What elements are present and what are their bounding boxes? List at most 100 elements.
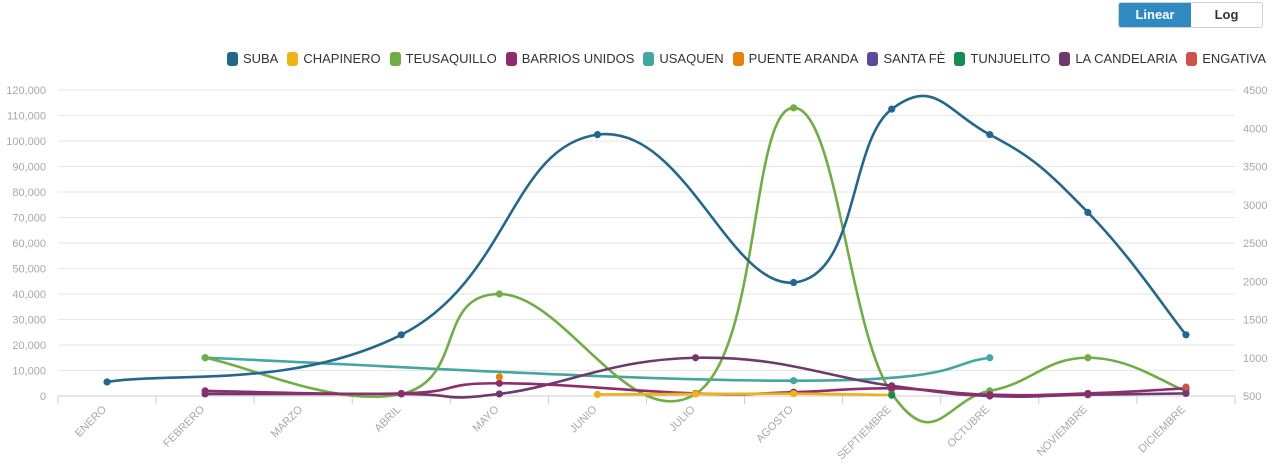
data-point — [1182, 389, 1190, 398]
data-point — [593, 390, 602, 399]
legend-label: TUNJUELITO — [970, 51, 1051, 66]
legend-swatch — [389, 51, 401, 66]
data-point — [1182, 383, 1190, 391]
legend-label: USAQUEN — [659, 51, 724, 66]
data-point — [495, 379, 503, 387]
legend-swatch — [226, 51, 238, 66]
x-tick-label: NOVIEMBRE — [1035, 404, 1090, 459]
data-point — [888, 384, 896, 392]
data-point — [495, 373, 503, 381]
y-right-tick-label: 3500 — [1243, 162, 1267, 174]
x-tick-label: JULIO — [667, 403, 698, 434]
data-point — [1084, 208, 1092, 216]
x-tick-label: FEBRERO — [161, 403, 207, 449]
data-point — [691, 354, 700, 362]
scale-toggle: Linear Log — [1118, 2, 1263, 28]
x-tick-label: MAYO — [471, 403, 502, 434]
y-left-tick-label: 90,000 — [12, 162, 46, 174]
data-point — [397, 389, 405, 398]
data-point — [495, 290, 503, 298]
data-point — [986, 131, 994, 139]
data-point — [1084, 354, 1092, 362]
data-point — [1084, 389, 1092, 398]
y-left-tick-label: 0 — [40, 391, 46, 403]
legend-item[interactable]: TEUSAQUILLO — [389, 51, 497, 66]
legend-item[interactable]: TUNJUELITO — [954, 51, 1050, 66]
legend-item[interactable]: SANTA FÈ — [867, 51, 945, 66]
legend-swatch — [287, 51, 299, 66]
linear-scale-button[interactable]: Linear — [1119, 3, 1191, 27]
legend-swatch — [954, 51, 966, 66]
data-point — [790, 104, 798, 112]
data-point — [495, 390, 503, 398]
legend-swatch — [505, 51, 517, 66]
x-tick-label: ENERO — [73, 403, 109, 439]
data-point — [593, 131, 602, 139]
legend-label: BARRIOS UNIDOS — [521, 51, 635, 66]
y-left-tick-label: 50,000 — [12, 264, 46, 276]
legend-label: LA CANDELARIA — [1075, 51, 1178, 66]
legend-swatch — [1186, 51, 1198, 66]
y-left-tick-label: 120,000 — [6, 85, 46, 97]
data-point — [1182, 331, 1190, 339]
data-point — [888, 391, 896, 399]
legend-item[interactable]: ENGATIVA — [1186, 51, 1266, 66]
series-line-chapinero — [597, 392, 892, 397]
y-right-tick-label: 2500 — [1243, 238, 1267, 250]
legend-swatch — [867, 51, 879, 66]
data-point — [986, 391, 994, 399]
y-left-tick-label: 10,000 — [12, 366, 46, 378]
series-line-suba — [106, 94, 1187, 384]
legend-item[interactable]: USAQUEN — [643, 51, 724, 66]
y-left-tick-label: 110,000 — [7, 111, 46, 123]
y-right-tick-label: 4000 — [1243, 123, 1267, 135]
legend-swatch — [643, 51, 655, 66]
data-point — [790, 278, 798, 287]
data-point — [397, 331, 405, 339]
legend-label: ENGATIVA — [1202, 51, 1266, 66]
y-right-tick-label: 3000 — [1243, 200, 1267, 212]
y-right-tick-label: 2000 — [1243, 276, 1267, 288]
legend-item[interactable]: CHAPINERO — [287, 51, 381, 66]
x-tick-label: SEPTIEMBRE — [835, 404, 894, 463]
x-tick-label: DICIEMBRE — [1136, 404, 1188, 456]
series-line-usaquen — [205, 356, 990, 382]
legend-label: TEUSAQUILLO — [405, 51, 497, 66]
legend-item[interactable]: SUBA — [226, 51, 278, 66]
data-point — [691, 390, 700, 398]
x-tick-label: AGOSTO — [754, 403, 796, 445]
y-left-tick-label: 100,000 — [6, 136, 46, 148]
legend-label: CHAPINERO — [303, 51, 381, 66]
y-left-tick-label: 30,000 — [12, 315, 46, 327]
data-point — [986, 354, 994, 362]
y-right-tick-label: 1500 — [1243, 315, 1267, 327]
y-left-tick-label: 40,000 — [12, 289, 46, 301]
legend-label: SANTA FÈ — [883, 51, 946, 66]
y-right-tick-label: 4500 — [1243, 85, 1267, 97]
x-tick-label: MARZO — [269, 403, 306, 440]
data-point — [888, 105, 896, 113]
legend-swatch — [732, 51, 744, 66]
y-right-tick-label: 1000 — [1243, 353, 1267, 365]
y-left-tick-label: 80,000 — [12, 187, 46, 199]
y-left-tick-label: 60,000 — [12, 238, 46, 250]
log-scale-button[interactable]: Log — [1191, 3, 1262, 27]
y-right-tick-label: 500 — [1243, 391, 1261, 403]
data-point — [790, 377, 798, 385]
chart-legend: SUBA CHAPINERO TEUSAQUILLO BARRIOS UNIDOS US… — [218, 51, 1266, 66]
legend-swatch — [1059, 51, 1071, 66]
legend-item[interactable]: LA CANDELARIA — [1059, 51, 1177, 66]
data-point — [201, 387, 209, 395]
y-left-tick-label: 20,000 — [12, 340, 46, 352]
y-left-tick-label: 70,000 — [12, 213, 46, 225]
x-tick-label: ABRIL — [372, 404, 403, 435]
series-line-teusaquillo — [204, 106, 1187, 424]
legend-item[interactable]: BARRIOS UNIDOS — [505, 51, 635, 66]
data-point — [201, 354, 209, 362]
data-point — [103, 378, 111, 386]
legend-item[interactable]: PUENTE ARANDA — [732, 51, 859, 66]
x-tick-label: JUNIO — [568, 403, 600, 435]
data-point — [790, 390, 798, 398]
legend-label: PUENTE ARANDA — [748, 51, 859, 66]
